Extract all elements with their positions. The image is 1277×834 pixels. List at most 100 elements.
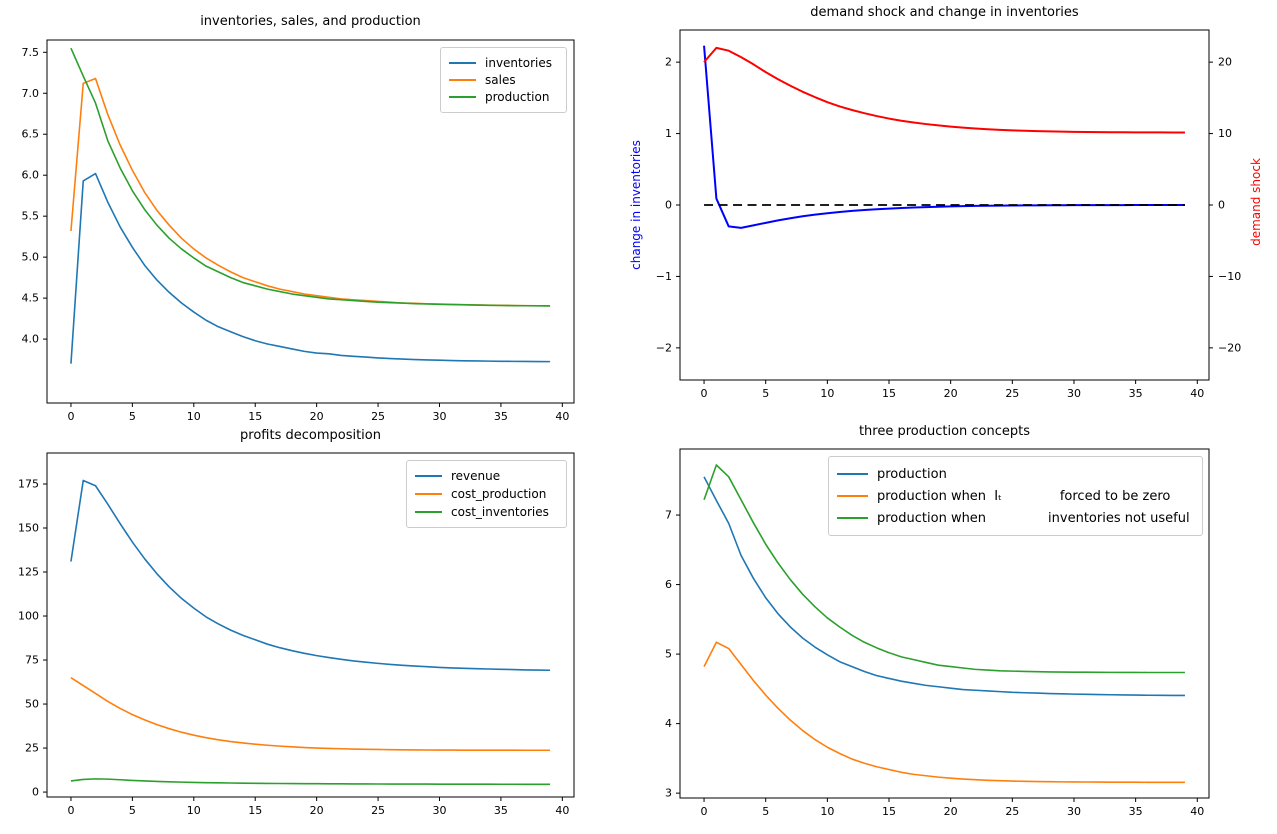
y-tick-label: 6 (665, 578, 672, 591)
y-tick-label: 25 (25, 742, 39, 755)
y-tick-label: 1 (665, 127, 672, 140)
y-tick-label: −2 (656, 341, 672, 354)
ylabel-change-in-inventories: change in inventories (629, 140, 643, 270)
ylabel-demand-shock: demand shock (1249, 158, 1263, 246)
x-tick-label: 30 (1067, 805, 1081, 818)
x-tick-label: 10 (820, 387, 834, 400)
subplot-title-inventories-sales-production: inventories, sales, and production (200, 14, 421, 29)
legend-line-sample (449, 78, 476, 81)
x-tick-label: 35 (1129, 387, 1143, 400)
x-tick-label: 5 (129, 410, 136, 423)
series-line-cost-production (70, 676, 551, 752)
legend-three-production-concepts: production production when Iₜ forced to b… (828, 456, 1203, 536)
legend-line-sample (837, 473, 868, 475)
legend-label: production (877, 466, 947, 482)
x-tick-label: 10 (187, 804, 201, 817)
series-line-production (703, 476, 1185, 697)
series-line-change-in-inventories (703, 45, 1185, 229)
x-tick-label: 40 (555, 410, 569, 423)
subplot-2: 0 5 10 15 20 25 30 35 40 0 25 50 75 100 125 150 175 (18, 452, 575, 817)
subplot-title-three-production-concepts: three production concepts (858, 424, 1031, 439)
x-tick-label: 40 (1190, 387, 1204, 400)
y-tick-label-right: 0 (1218, 199, 1225, 212)
y-tick-label: 125 (18, 566, 39, 579)
x-tick-label: 10 (820, 805, 834, 818)
x-tick-label: 20 (944, 387, 958, 400)
legend-label: cost_inventories (451, 505, 549, 519)
legend-inventories-sales-production: inventories sales production (440, 47, 567, 113)
y-tick-label: 4.0 (22, 333, 40, 346)
series-line-production (70, 47, 551, 307)
x-tick-label: 20 (310, 804, 324, 817)
x-tick-label: 25 (371, 804, 385, 817)
axes-frame (46, 452, 575, 798)
y-tick-label: 0 (32, 786, 39, 799)
x-tick-label: 0 (701, 387, 708, 400)
legend-row: cost_inventories (415, 505, 558, 519)
legend-line-sample (837, 495, 868, 497)
x-tick-label: 35 (494, 410, 508, 423)
legend-row: inventories (449, 56, 558, 70)
x-tick-label: 5 (762, 805, 769, 818)
series-line-production-when-i-t-forced-to-be-zero (703, 641, 1185, 784)
legend-line-sample (449, 61, 476, 64)
x-tick-label: 40 (1190, 805, 1204, 818)
x-tick-label: 15 (248, 804, 262, 817)
legend-row: production (837, 467, 1194, 482)
series-line-cost-inventories (70, 778, 551, 786)
x-tick-label: 20 (310, 410, 324, 423)
x-tick-label: 0 (67, 804, 74, 817)
legend-line-sample (837, 517, 868, 519)
x-tick-label: 15 (882, 805, 896, 818)
series-line-production-when-inventories-not-useful (703, 464, 1185, 674)
legend-line-sample (449, 96, 476, 99)
x-tick-label: 0 (67, 410, 74, 423)
legend-label: sales (485, 72, 516, 87)
x-tick-label: 10 (187, 410, 201, 423)
x-tick-label: 35 (494, 804, 508, 817)
y-tick-label: 7.0 (22, 87, 40, 100)
legend-row: production (449, 90, 558, 104)
y-tick-label: 6.5 (22, 128, 40, 141)
legend-label: production when inventories not useful (877, 510, 1190, 526)
legend-row: production when Iₜ forced to be zero (837, 489, 1194, 504)
legend-row: sales (449, 73, 558, 87)
legend-label: inventories (485, 55, 552, 70)
y-tick-label: 50 (25, 698, 39, 711)
legend-row: cost_production (415, 487, 558, 501)
legend-profits-decomposition: revenue cost_production cost_inventories (406, 460, 567, 528)
series-line-inventories (70, 172, 551, 364)
axes-frame (46, 39, 575, 404)
subplot-title-demand-shock: demand shock and change in inventories (810, 5, 1079, 20)
y-tick-label-right: −10 (1218, 270, 1241, 283)
y-tick-label-right: 20 (1218, 56, 1232, 69)
y-tick-label: 4 (665, 717, 672, 730)
series-line-demand-shock (703, 46, 1185, 134)
y-tick-label: 6.0 (22, 169, 40, 182)
y-tick-label-right: −20 (1218, 341, 1241, 354)
y-tick-label: 75 (25, 654, 39, 667)
x-tick-label: 5 (129, 804, 136, 817)
x-tick-label: 30 (432, 804, 446, 817)
legend-row: revenue (415, 469, 558, 483)
y-tick-label: −1 (656, 270, 672, 283)
x-tick-label: 20 (944, 805, 958, 818)
x-tick-label: 0 (701, 805, 708, 818)
subplot-3: 0 5 10 15 20 25 30 35 40 3 4 5 6 7 (665, 448, 1210, 818)
subplot-0: 0 5 10 15 20 25 30 35 40 4.0 4.5 5.0 5.5 6.0 6.5 7.0 7.5 (22, 39, 575, 423)
legend-line-sample (415, 511, 442, 513)
x-tick-label: 25 (371, 410, 385, 423)
y-tick-label: 4.5 (22, 292, 40, 305)
legend-line-sample (415, 493, 442, 495)
x-tick-label: 25 (1005, 387, 1019, 400)
y-tick-label: 7.5 (22, 46, 40, 59)
legend-label: production (485, 90, 550, 105)
subplot-title-profits-decomposition: profits decomposition (240, 428, 381, 443)
x-tick-label: 35 (1129, 805, 1143, 818)
y-tick-label: 150 (18, 521, 39, 534)
x-tick-label: 30 (432, 410, 446, 423)
y-tick-label: 3 (665, 787, 672, 800)
x-tick-label: 30 (1067, 387, 1081, 400)
x-tick-label: 25 (1005, 805, 1019, 818)
